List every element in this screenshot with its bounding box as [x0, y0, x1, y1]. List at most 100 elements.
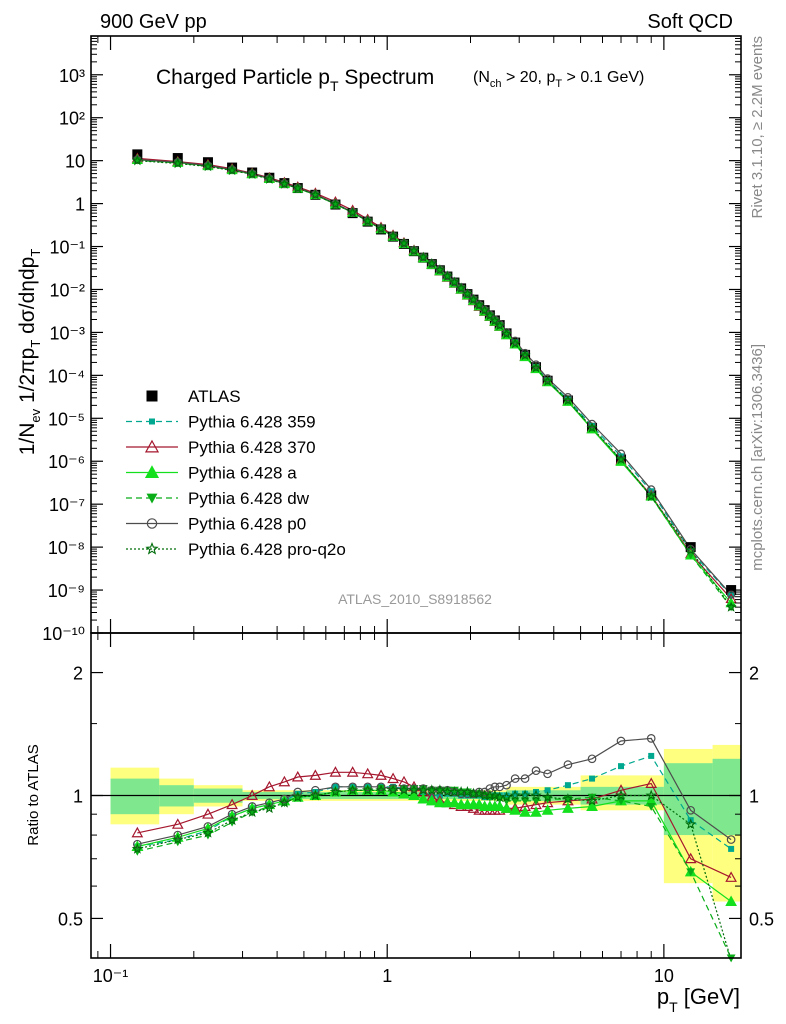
ratio-point-pythia-6-428-p0 — [363, 782, 373, 792]
point-pythia-6-428-p0 — [587, 419, 597, 429]
ratio-point-pythia-6-428-p0 — [543, 769, 552, 779]
ratio-point-pythia-6-428-p0 — [376, 782, 386, 792]
ratio-point-pythia-6-428-p0 — [133, 839, 142, 849]
legend-label-pythia-6-428-pro-q2o: Pythia 6.428 pro-q2o — [188, 540, 346, 559]
point-pythia-6-428-pro-q2o — [530, 362, 542, 373]
title-main-subscript: T — [330, 78, 339, 94]
ratio-point-pythia-6-428-p0 — [563, 760, 573, 769]
ratio-point-pythia-6-428-a — [530, 806, 542, 817]
legend-label-pythia-6-428-p0: Pythia 6.428 p0 — [188, 515, 306, 534]
ratio-point-pythia-6-428-370 — [246, 789, 259, 800]
main-axis-ticks: 10⁻¹⁰ 10⁻⁹ 10⁻⁸ 10⁻⁷ 10⁻⁶ 10⁻⁵ 10⁻⁴ 10⁻³ 10⁻² 10⁻… — [42, 35, 741, 644]
ratio-point-pythia-6-428-a — [408, 789, 420, 800]
ratio-point-pythia-6-428-pro-q2o — [562, 793, 574, 804]
point-pythia-6-428-p0 — [616, 449, 626, 458]
x-tick-label: 10 — [654, 966, 674, 986]
point-pythia-6-428-pro-q2o — [645, 490, 657, 502]
mcplots-label: mcplots.cern.ch [arXiv:1306.3436] — [749, 344, 766, 571]
point-pythia-6-428-pro-q2o — [398, 237, 410, 249]
ratio-line-pythia-6-428-dw — [137, 787, 732, 959]
cut-part-1-subscript: ch — [490, 78, 502, 90]
band-inner — [712, 758, 741, 836]
point-pythia-6-428-p0 — [520, 348, 530, 358]
ratio-point-pythia-6-428-pro-q2o — [172, 833, 184, 845]
point-pythia-6-428-pro-q2o — [441, 270, 453, 281]
ratio-point-pythia-6-428-a — [493, 800, 506, 811]
ratio-point-pythia-6-428-a — [725, 895, 737, 906]
ratio-point-pythia-6-428-a — [434, 796, 446, 808]
ratio-point-pythia-6-428-pro-q2o — [329, 785, 342, 797]
ratio-point-pythia-6-428-pro-q2o — [434, 784, 446, 796]
ratio-y-tick-label-right: 1 — [749, 787, 759, 807]
legend-marker-pythia-6-428-dw — [146, 493, 158, 504]
point-pythia-6-428-pro-q2o — [509, 337, 521, 349]
point-pythia-6-428-pro-q2o — [494, 319, 506, 331]
ratio-point-pythia-6-428-pro-q2o — [387, 784, 399, 796]
ratio-point-pythia-6-428-pro-q2o — [473, 787, 485, 799]
ratio-y-tick-label: 1 — [73, 787, 83, 807]
y-tick-label: 10 — [65, 152, 85, 172]
title-main-tail: Spectrum — [339, 66, 435, 89]
cut-part-2: > 20, p — [502, 69, 556, 86]
main-plot-cuts: (Nch > 20, pT > 0.1 GeV) — [473, 69, 644, 90]
ratio-point-pythia-6-428-p0 — [247, 802, 257, 811]
ratio-point-pythia-6-428-pro-q2o — [586, 794, 598, 806]
ratio-point-pythia-6-428-p0 — [531, 766, 541, 776]
ratio-point-pythia-6-428-370 — [263, 780, 276, 792]
rivet-version-label: Rivet 3.1.10, ≥ 2.2M events — [749, 36, 766, 219]
point-pythia-6-428-pro-q2o — [519, 349, 531, 361]
ratio-point-pythia-6-428-p0 — [616, 736, 626, 746]
ratio-point-pythia-6-428-a — [586, 800, 598, 811]
cut-part-3: > 0.1 GeV) — [562, 69, 644, 86]
ratio-axis-ticks: 0.5 0.5 1 1 2 2 10⁻¹ 1 10 — [58, 633, 774, 986]
ratio-panel: 0.5 0.5 1 1 2 2 10⁻¹ 1 10 Ratio to ATLAS pT [GeV… — [25, 632, 774, 1015]
ratio-y-axis-label: Ratio to ATLAS — [25, 744, 42, 845]
legend-label-pythia-6-428-370: Pythia 6.428 370 — [188, 438, 316, 457]
ratio-point-pythia-6-428-370 — [361, 767, 374, 779]
y-tick-label: 10⁻⁸ — [48, 538, 85, 558]
ratio-point-pythia-6-428-p0 — [265, 798, 274, 808]
point-pythia-6-428-p0 — [531, 360, 541, 369]
ratio-plot-marks — [131, 734, 737, 963]
ratio-point-pythia-6-428-370 — [329, 766, 342, 777]
ratio-point-pythia-6-428-359 — [564, 782, 571, 789]
ratio-point-pythia-6-428-370 — [725, 871, 737, 882]
y-tick-label: 10⁻² — [49, 280, 85, 300]
point-pythia-6-428-pro-q2o — [226, 164, 238, 176]
y-tick-label: 10² — [59, 109, 85, 129]
ratio-point-pythia-6-428-p0 — [280, 794, 289, 804]
legend-marker-pythia-6-428-p0 — [146, 518, 158, 529]
ratio-point-pythia-6-428-pro-q2o — [615, 789, 627, 801]
ratio-point-pythia-6-428-359 — [522, 790, 529, 797]
ratio-x-axis-label: pT [GeV] — [657, 984, 740, 1015]
ratio-y-tick-label-right: 2 — [749, 664, 759, 684]
ratio-point-pythia-6-428-359 — [648, 752, 655, 759]
ratio-point-pythia-6-428-370 — [684, 852, 697, 864]
main-y-axis-label-text: 1/Nev 1/2πpT dσ/dηdpT — [16, 249, 43, 456]
point-pythia-6-428-pro-q2o — [278, 178, 290, 189]
ratio-point-pythia-6-428-dw — [399, 785, 409, 793]
ratio-point-pythia-6-428-pro-q2o — [408, 784, 420, 796]
ratio-point-pythia-6-428-pro-q2o — [489, 789, 501, 801]
ratio-point-pythia-6-428-a — [562, 802, 574, 813]
ratio-y-tick-label: 0.5 — [58, 909, 83, 929]
point-pythia-6-428-pro-q2o — [375, 223, 387, 234]
ratio-point-pythia-6-428-dw — [418, 785, 428, 793]
ratio-point-pythia-6-428-dw — [442, 786, 452, 795]
ratio-point-pythia-6-428-p0 — [331, 782, 340, 792]
ratio-point-pythia-6-428-p0 — [173, 830, 183, 840]
y-tick-label: 10⁻¹ — [49, 238, 85, 258]
point-pythia-6-428-pro-q2o — [448, 276, 460, 287]
header-left: 900 GeV pp — [100, 11, 207, 33]
header-right: Soft QCD — [647, 11, 733, 33]
ratio-point-pythia-6-428-pro-q2o — [263, 802, 276, 814]
ratio-point-pythia-6-428-370 — [615, 784, 627, 795]
ratio-point-pythia-6-428-a — [509, 804, 521, 815]
point-pythia-6-428-pro-q2o — [362, 215, 374, 226]
ratio-point-pythia-6-428-a — [425, 794, 438, 806]
ratio-point-pythia-6-428-pro-q2o — [530, 789, 542, 801]
point-pythia-6-428-pro-q2o — [417, 251, 429, 262]
ratio-point-pythia-6-428-p0 — [502, 780, 511, 790]
ratio-point-pythia-6-428-pro-q2o — [398, 784, 410, 796]
